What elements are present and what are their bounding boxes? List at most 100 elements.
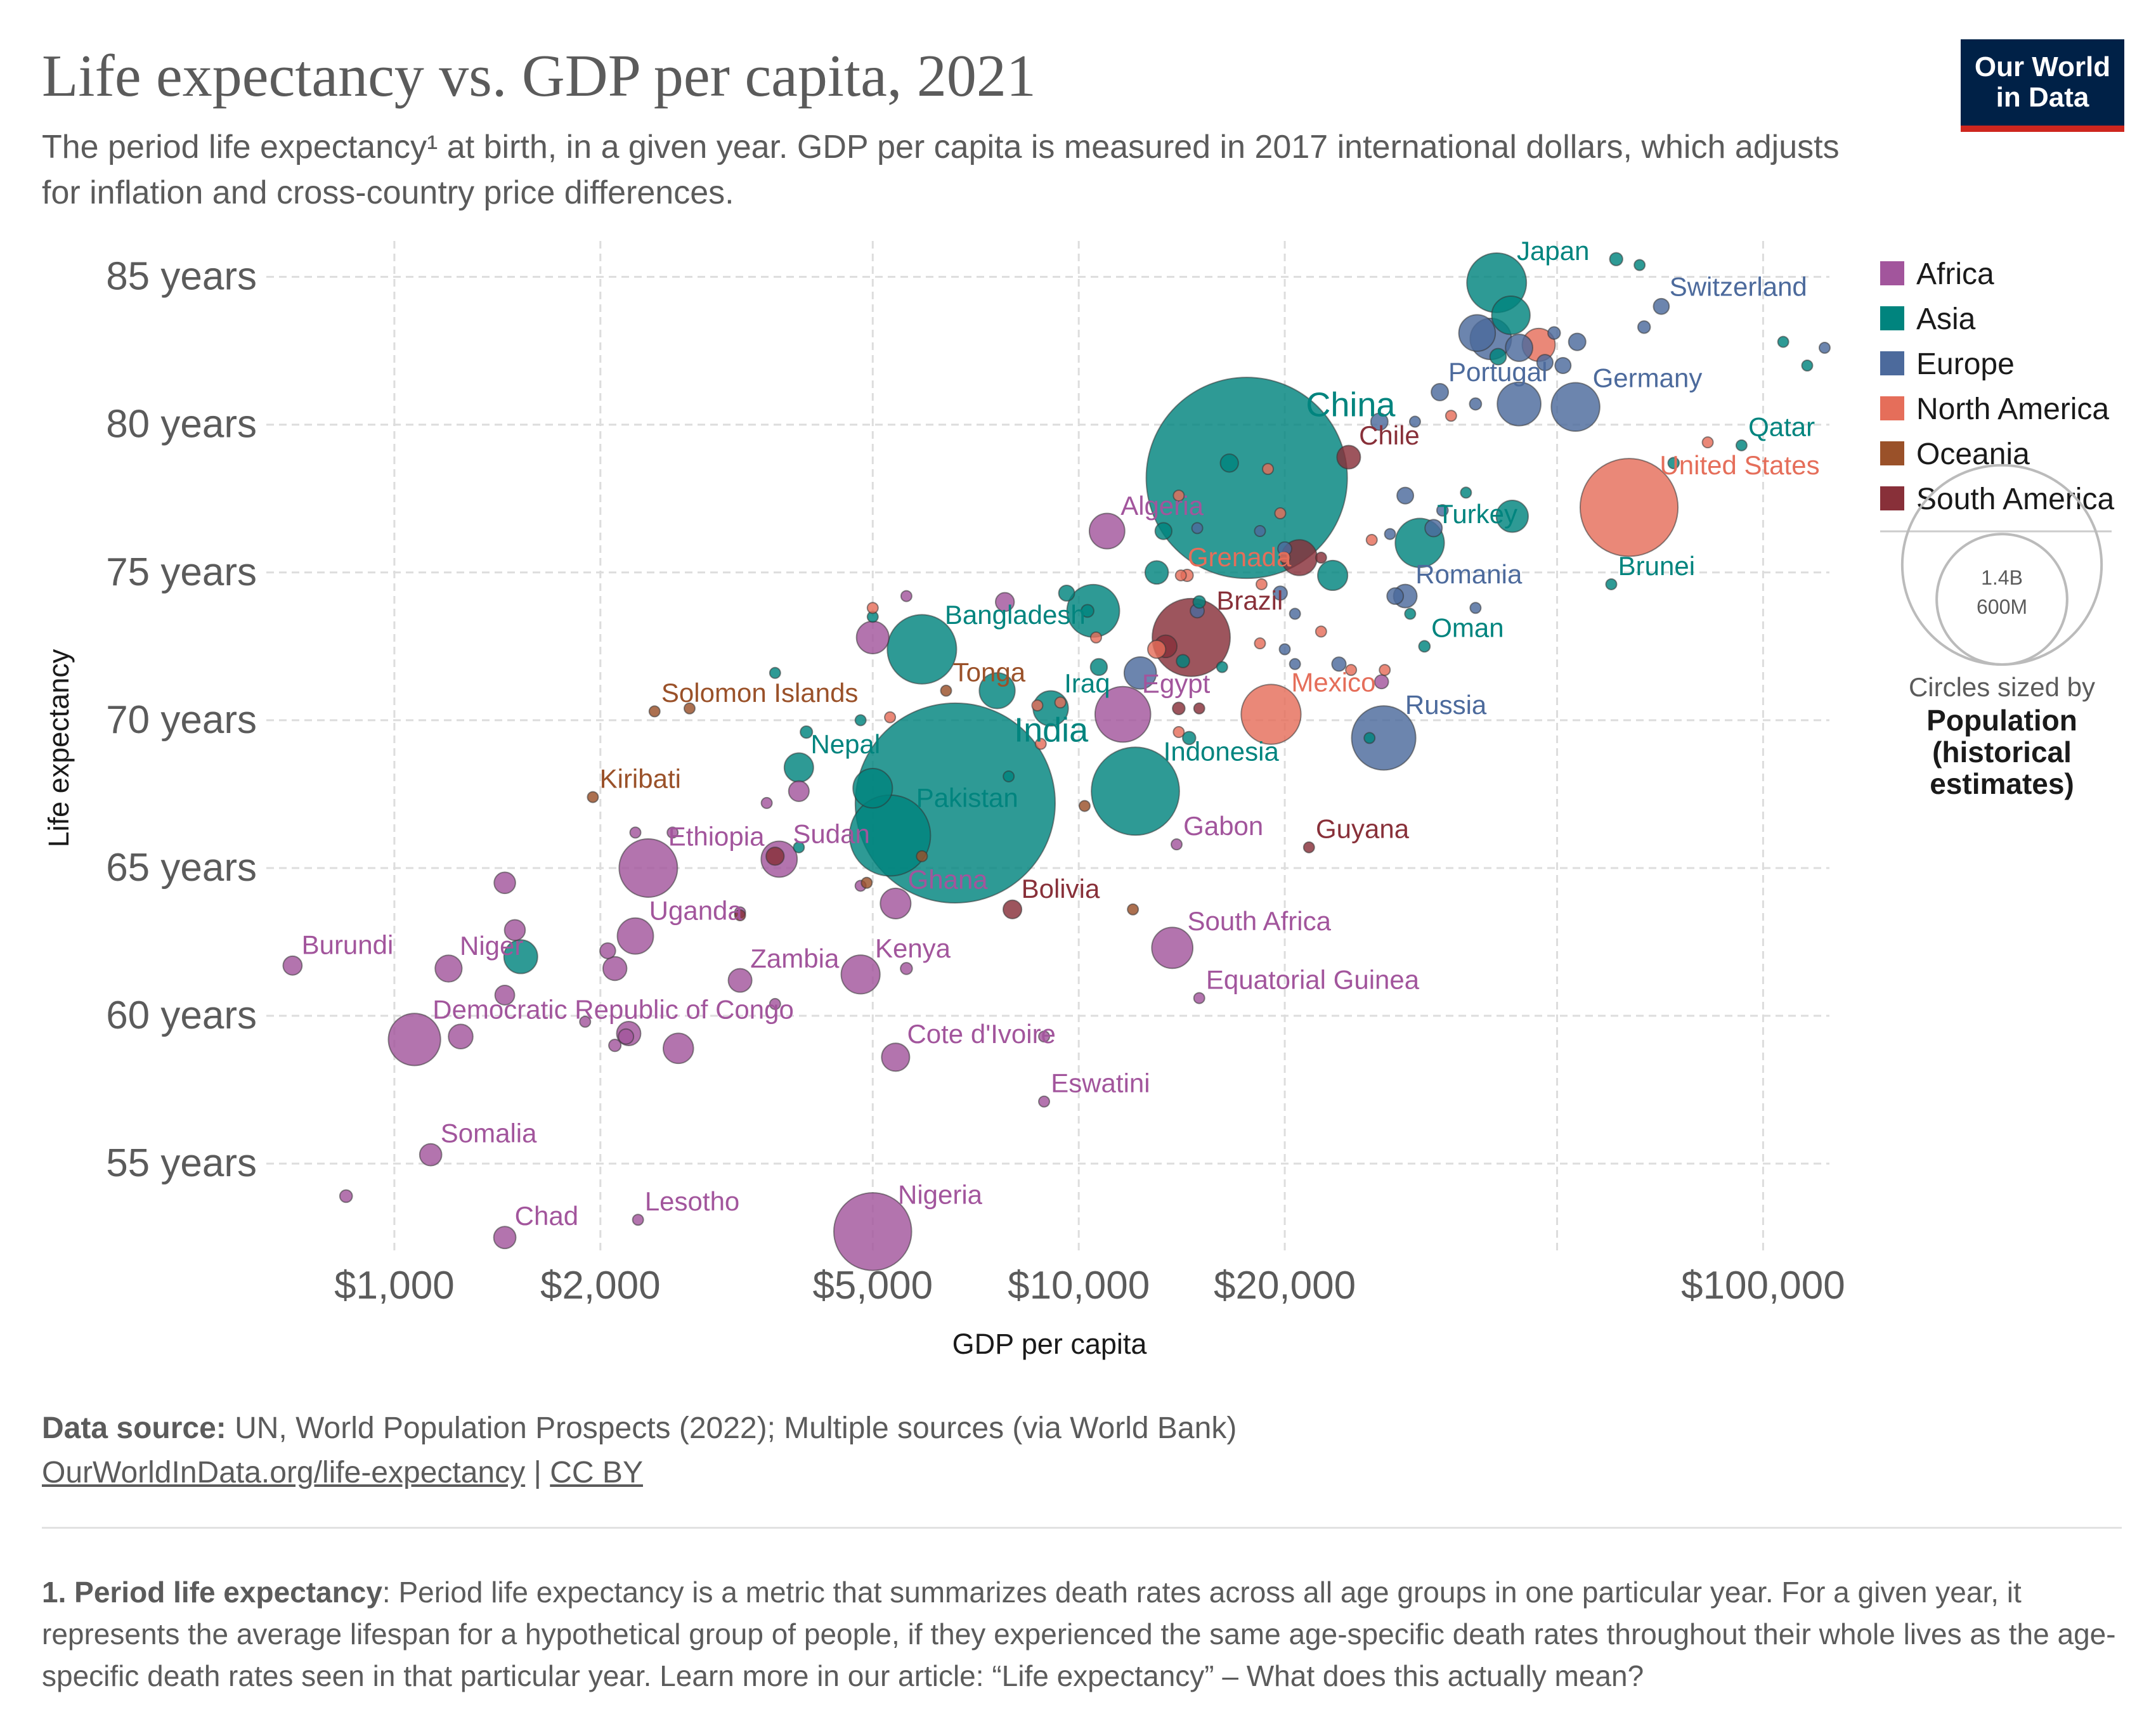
legend-swatch-asia bbox=[1880, 306, 1904, 330]
data-point bbox=[1152, 597, 1231, 677]
point-label-china: China bbox=[1306, 386, 1396, 424]
data-point bbox=[1458, 314, 1497, 352]
data-point bbox=[881, 1042, 911, 1072]
footnote-text: : Period life expectancy is a metric tha… bbox=[42, 1576, 2116, 1692]
chart-subtitle: The period life expectancy¹ at birth, in… bbox=[42, 129, 1840, 211]
data-point bbox=[448, 1023, 474, 1049]
data-points bbox=[282, 252, 1831, 1271]
data-point bbox=[1254, 637, 1266, 650]
legend-swatch-oceania bbox=[1880, 441, 1904, 465]
divider bbox=[42, 1527, 2122, 1529]
data-point bbox=[1351, 705, 1417, 771]
data-point bbox=[1151, 926, 1194, 969]
point-label-eswatini: Eswatini bbox=[1051, 1068, 1150, 1098]
data-point bbox=[1315, 625, 1327, 638]
data-point bbox=[1436, 503, 1449, 517]
data-point bbox=[608, 1039, 622, 1053]
data-point bbox=[1289, 607, 1301, 620]
y-axis-ticks: 55 years 60 years 65 years 70 years 75 years… bbox=[106, 255, 257, 1186]
data-point bbox=[1370, 412, 1389, 431]
size-circle-small bbox=[1935, 533, 2068, 666]
data-point bbox=[1384, 528, 1396, 540]
point-label-brazil: Brazil bbox=[1216, 586, 1283, 616]
owid-logo[interactable]: Our World in Data bbox=[1961, 39, 2124, 132]
data-point bbox=[1089, 631, 1102, 644]
data-point bbox=[1777, 335, 1789, 348]
data-source: Data source: UN, World Population Prospe… bbox=[42, 1406, 1237, 1495]
point-label-qatar: Qatar bbox=[1748, 412, 1815, 442]
point-label-democratic-republic-of-congo: Democratic Republic of Congo bbox=[432, 995, 794, 1025]
data-point bbox=[1373, 674, 1389, 690]
data-point bbox=[1317, 559, 1349, 592]
data-point bbox=[494, 984, 516, 1006]
data-point bbox=[1302, 841, 1315, 853]
data-point bbox=[765, 846, 785, 866]
point-label-somalia: Somalia bbox=[441, 1119, 537, 1148]
data-point bbox=[1240, 684, 1302, 745]
data-point bbox=[1174, 569, 1187, 581]
data-point bbox=[339, 1189, 353, 1203]
data-point bbox=[493, 871, 516, 895]
data-point bbox=[1172, 726, 1185, 739]
data-point bbox=[1278, 643, 1291, 656]
data-point bbox=[1491, 295, 1531, 335]
y-tick-label: 60 years bbox=[106, 994, 257, 1037]
data-point bbox=[662, 1032, 694, 1065]
data-point bbox=[1445, 410, 1457, 422]
data-point bbox=[629, 826, 642, 839]
data-point bbox=[683, 702, 696, 715]
data-point bbox=[1262, 463, 1275, 476]
data-point bbox=[1396, 486, 1415, 505]
data-point bbox=[1386, 587, 1405, 606]
data-point bbox=[503, 939, 538, 975]
legend-label-asia: Asia bbox=[1916, 302, 1976, 336]
data-point bbox=[1147, 639, 1167, 659]
point-label-chile: Chile bbox=[1359, 420, 1420, 450]
logo-line-2: in Data bbox=[1996, 82, 2089, 113]
data-point bbox=[854, 714, 867, 727]
data-point bbox=[1081, 604, 1094, 618]
point-label-chad: Chad bbox=[515, 1201, 578, 1231]
point-label-kiribati: Kiribati bbox=[600, 763, 681, 793]
x-tick-label: $1,000 bbox=[334, 1264, 455, 1307]
legend-swatch-north-america bbox=[1880, 396, 1904, 420]
data-point bbox=[1031, 699, 1044, 712]
point-label-nepal: Nepal bbox=[810, 729, 880, 759]
point-label-switzerland: Switzerland bbox=[1670, 271, 1807, 301]
data-point bbox=[1193, 702, 1205, 715]
data-point bbox=[1701, 436, 1714, 449]
point-label-brunei: Brunei bbox=[1618, 551, 1695, 581]
data-point bbox=[1653, 297, 1670, 315]
license-link[interactable]: CC BY bbox=[550, 1456, 643, 1489]
point-label-burundi: Burundi bbox=[302, 930, 394, 960]
data-point bbox=[1818, 342, 1831, 354]
size-caption-bold: (historical bbox=[1932, 736, 2072, 768]
data-point bbox=[1058, 584, 1075, 602]
data-point bbox=[727, 968, 753, 993]
data-point bbox=[833, 1192, 912, 1271]
y-tick-label: 70 years bbox=[106, 698, 257, 742]
point-label-iraq: Iraq bbox=[1064, 668, 1110, 698]
data-point bbox=[793, 841, 805, 853]
source-link[interactable]: OurWorldInData.org/life-expectancy bbox=[42, 1456, 526, 1489]
data-point bbox=[783, 752, 814, 783]
data-point bbox=[503, 919, 526, 942]
y-tick-label: 65 years bbox=[106, 846, 257, 890]
point-label-united-states: United States bbox=[1659, 450, 1819, 480]
size-value-small: 600M bbox=[1977, 595, 2027, 618]
data-point bbox=[419, 1143, 443, 1167]
data-point bbox=[769, 666, 781, 679]
data-point bbox=[1431, 382, 1450, 401]
data-point bbox=[1550, 382, 1601, 432]
data-point bbox=[1171, 838, 1183, 851]
data-point bbox=[648, 705, 661, 718]
data-point bbox=[769, 997, 781, 1010]
y-tick-label: 55 years bbox=[106, 1141, 257, 1185]
y-tick-label: 85 years bbox=[106, 255, 257, 299]
size-value-large: 1.4B bbox=[1981, 566, 2023, 589]
point-label-bangladesh: Bangladesh bbox=[945, 600, 1086, 630]
legend-label-south-america: South America bbox=[1916, 483, 2114, 516]
data-point bbox=[1094, 685, 1152, 743]
point-label-ethiopia: Ethiopia bbox=[668, 822, 765, 852]
data-point bbox=[1144, 560, 1169, 585]
